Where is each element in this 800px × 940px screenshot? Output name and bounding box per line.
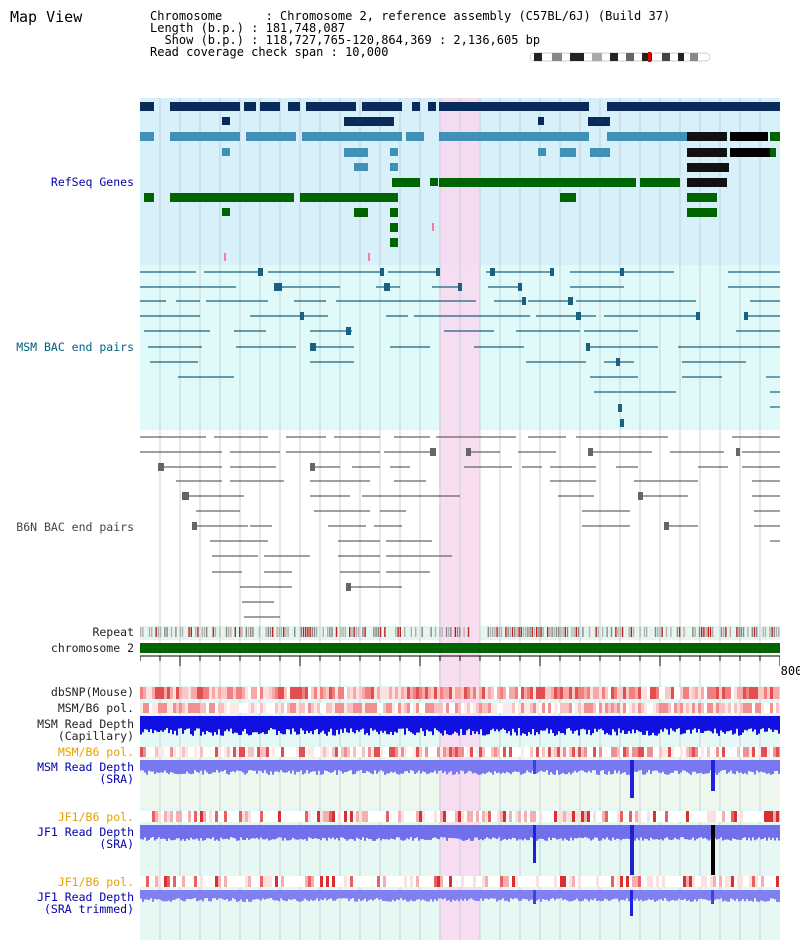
- msm-read-depth-capillary-track: [140, 716, 780, 736]
- msm-read-depth-sra-track: [140, 760, 780, 798]
- label-capillary: (Capillary): [57, 729, 134, 743]
- label-dbsnp: dbSNP(Mouse): [50, 685, 134, 699]
- info-line-show: Show (b.p.) : 118,727,765-120,864,369 : …: [150, 33, 541, 47]
- jf1-b6-pol-track-1: [140, 811, 780, 822]
- info-line-length: Length (b.p.) : 181,748,087: [150, 21, 346, 35]
- chromosome-bar[interactable]: [140, 643, 780, 653]
- chromosome-info: Chromosome : Chromosome 2, reference ass…: [150, 10, 670, 58]
- label-msm-sra: (SRA): [99, 772, 134, 786]
- label-sra-trimmed: (SRA trimmed): [43, 902, 134, 916]
- label-refseq-genes: RefSeq Genes: [50, 175, 134, 189]
- label-jf1-read-depth-trimmed: JF1 Read Depth: [37, 890, 134, 904]
- repeat-track: [140, 627, 780, 637]
- msm-bac-end-markers: [258, 268, 748, 427]
- b6n-bac-end-markers: [158, 448, 740, 591]
- axis-tick-marks: [140, 656, 780, 666]
- dbsnp-track: [140, 687, 780, 699]
- jf1-read-depth-sra-track: [140, 825, 780, 875]
- info-line-chromosome: Chromosome : Chromosome 2, reference ass…: [150, 9, 671, 23]
- label-repeat: Repeat: [92, 625, 134, 639]
- label-msm-b6-pol-1: MSM/B6 pol.: [57, 701, 134, 715]
- label-jf1-b6-pol-2: JF1/B6 pol.: [57, 875, 134, 889]
- refseq-genes: [140, 102, 780, 261]
- info-line-span: Read coverage check span : 10,000: [150, 45, 389, 59]
- label-jf1-sra: (SRA): [99, 837, 134, 851]
- label-msm-read-depth-sra: MSM Read Depth: [37, 760, 134, 774]
- jf1-read-depth-trimmed-track: [140, 890, 780, 916]
- jf1-b6-pol-track-2: [140, 876, 780, 887]
- label-chromosome: chromosome 2: [50, 641, 134, 655]
- label-jf1-b6-pol-1: JF1/B6 pol.: [57, 810, 134, 824]
- label-jf1-read-depth-sra: JF1 Read Depth: [37, 825, 134, 839]
- label-msm-bac-end-pairs: MSM BAC end pairs: [16, 340, 134, 354]
- label-msm-b6-pol-2: MSM/B6 pol.: [57, 745, 134, 759]
- label-b6n-bac-end-pairs: B6N BAC end pairs: [16, 520, 134, 534]
- msm-b6-pol-track-2: [140, 747, 780, 757]
- label-msm-read-depth-capillary: MSM Read Depth: [37, 717, 134, 731]
- b6n-bac-end-pairs: [140, 436, 780, 618]
- grid-lines: [159, 98, 761, 940]
- msm-b6-pol-track-1: [140, 703, 780, 713]
- chromosome-ideogram[interactable]: [530, 52, 710, 62]
- genome-browser-panel[interactable]: [140, 98, 780, 940]
- map-view-title: Map View: [10, 8, 83, 26]
